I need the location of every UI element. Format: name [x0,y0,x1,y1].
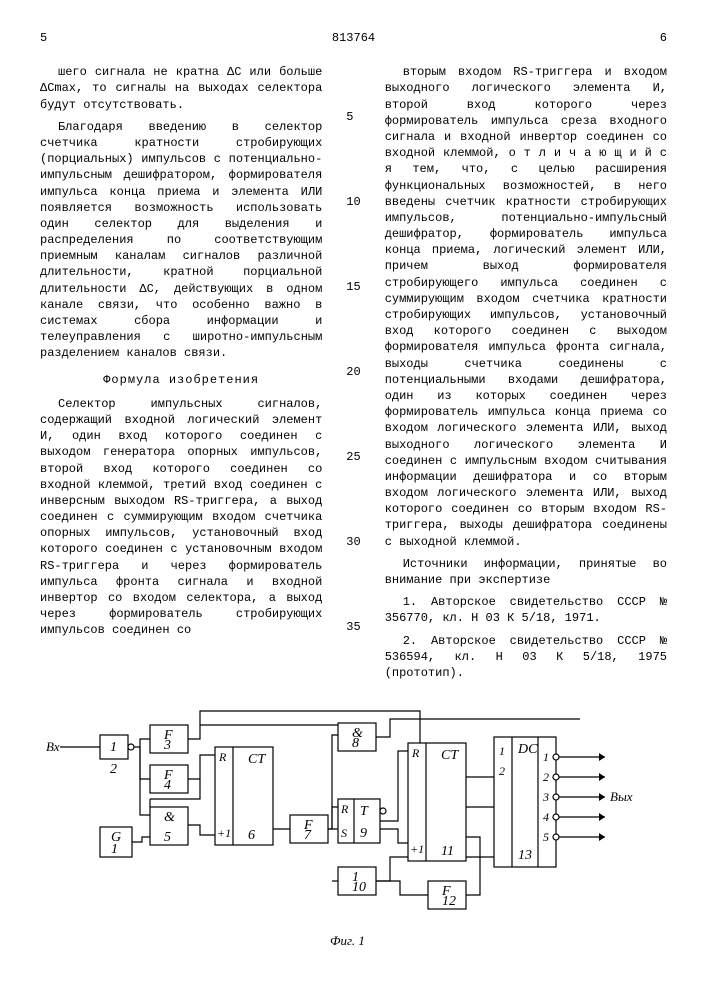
svg-text:2: 2 [499,764,505,778]
line-number: 30 [346,534,360,550]
svg-text:4: 4 [164,778,171,793]
sources-title: Источники информации, принятые во вниман… [385,556,667,588]
svg-text:2: 2 [110,762,117,777]
page-right-num: 6 [660,30,667,46]
paragraph: вторым входом RS-триггера и входом выход… [385,64,667,550]
svg-text:3: 3 [163,738,171,753]
line-number: 10 [346,194,360,210]
svg-text:+1: +1 [410,842,424,856]
svg-text:СТ: СТ [441,748,459,763]
doc-number: 813764 [332,30,375,46]
svg-text:T: T [360,804,369,819]
svg-text:5: 5 [543,830,549,844]
source-item: 1. Авторское свидетельство СССР № 356770… [385,594,667,626]
svg-text:R: R [411,746,420,760]
svg-text:R: R [218,750,227,764]
svg-text:10: 10 [352,880,366,895]
svg-text:СТ: СТ [248,752,266,767]
right-column: вторым входом RS-триггера и входом выход… [385,64,667,687]
line-number-gutter: 5 10 15 20 25 30 35 [346,64,360,687]
svg-text:2: 2 [543,770,549,784]
svg-text:Вых: Вых [610,789,633,804]
svg-text:1: 1 [110,740,117,755]
svg-text:6: 6 [248,828,255,843]
svg-text:9: 9 [360,826,367,841]
page-header: 5 813764 6 [40,30,667,46]
svg-text:1: 1 [499,744,505,758]
source-item: 2. Авторское свидетельство СССР № 536594… [385,633,667,682]
svg-text:1: 1 [111,842,118,857]
svg-text:12: 12 [442,894,456,909]
left-column: шего сигнала не кратна ΔС или больше ΔСm… [40,64,322,687]
svg-text:13: 13 [518,848,532,863]
svg-text:S: S [341,826,347,840]
svg-text:7: 7 [304,828,312,843]
svg-text:+1: +1 [217,826,231,840]
svg-text:R: R [340,802,349,816]
svg-text:Фиг. 1: Фиг. 1 [330,933,365,948]
svg-text:8: 8 [352,736,359,751]
line-number: 5 [346,109,360,125]
line-number: 15 [346,279,360,295]
circuit-diagram: ВхВых12F3F4G1&5R+1СТ6F7&8RST9110R+1СТ11F… [40,707,667,952]
line-number: 25 [346,449,360,465]
line-number: 35 [346,619,360,635]
paragraph: Благодаря введению в селектор счетчика к… [40,119,322,362]
page-left-num: 5 [40,30,47,46]
paragraph: шего сигнала не кратна ΔС или больше ΔСm… [40,64,322,113]
svg-text:DC: DC [517,742,538,757]
svg-text:4: 4 [543,810,549,824]
paragraph: Селектор импульсных сигналов, содержащий… [40,396,322,639]
svg-text:Вх: Вх [46,739,60,754]
svg-text:1: 1 [543,750,549,764]
line-number: 20 [346,364,360,380]
svg-text:11: 11 [441,844,454,859]
text-columns: шего сигнала не кратна ΔС или больше ΔСm… [40,64,667,687]
svg-text:&: & [164,810,175,825]
section-title: Формула изобретения [40,372,322,388]
svg-text:3: 3 [542,790,549,804]
svg-text:5: 5 [164,830,171,845]
